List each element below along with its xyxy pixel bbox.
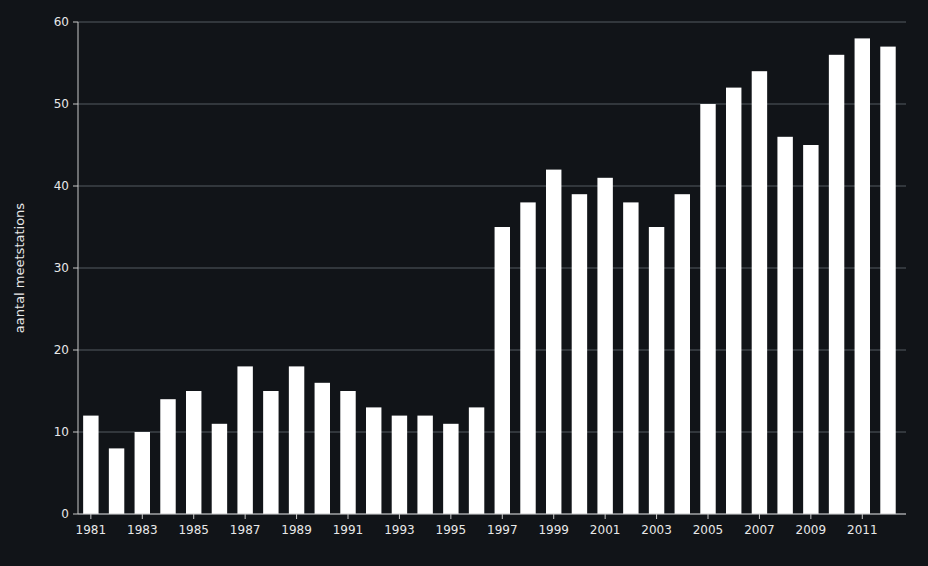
x-tick: [759, 514, 760, 519]
bar: [675, 194, 690, 514]
x-tick: [245, 514, 246, 519]
x-tick-label: 2001: [590, 523, 621, 537]
bar: [83, 416, 98, 514]
x-tick: [193, 514, 194, 519]
bar: [803, 145, 818, 514]
bar: [212, 424, 227, 514]
bar: [623, 202, 638, 514]
x-tick: [810, 514, 811, 519]
x-tick-label: 1999: [538, 523, 569, 537]
bar: [109, 448, 124, 514]
bars: [83, 38, 896, 514]
x-tick: [708, 514, 709, 519]
x-tick: [862, 514, 863, 519]
grid: [78, 22, 906, 514]
x-tick: [348, 514, 349, 519]
grid-line: [78, 22, 906, 23]
bar: [777, 137, 792, 514]
bar: [546, 170, 561, 514]
bar: [340, 391, 355, 514]
bar: [829, 55, 844, 514]
x-tick: [450, 514, 451, 519]
x-tick: [90, 514, 91, 519]
x-tick: [553, 514, 554, 519]
x-tick-label: 1995: [436, 523, 467, 537]
y-tick-label: 0: [61, 507, 69, 521]
chart-container: 0 10 20 30 40 50 60 1981 1983 1985 1987 1989 1991 199…: [0, 0, 928, 566]
x-tick-label: 1987: [230, 523, 261, 537]
x-tick-label: 1989: [281, 523, 312, 537]
bar: [392, 416, 407, 514]
x-tick: [502, 514, 503, 519]
x-tick-label: 2005: [693, 523, 724, 537]
y-tick: [73, 22, 78, 23]
bar: [469, 407, 484, 514]
y-tick-label: 60: [54, 15, 69, 29]
bar: [443, 424, 458, 514]
y-tick-label: 20: [54, 343, 69, 357]
bar: [495, 227, 510, 514]
y-tick-label: 40: [54, 179, 69, 193]
bar: [263, 391, 278, 514]
y-tick: [73, 350, 78, 351]
y-tick-label: 10: [54, 425, 69, 439]
x-tick: [399, 514, 400, 519]
bar: [315, 383, 330, 514]
x-tick: [605, 514, 606, 519]
x-tick-label: 1993: [384, 523, 415, 537]
x-tick-label: 1981: [76, 523, 107, 537]
bar: [572, 194, 587, 514]
bar: [520, 202, 535, 514]
x-tick-label: 1991: [333, 523, 364, 537]
bar: [417, 416, 432, 514]
bar: [855, 38, 870, 514]
bar: [160, 399, 175, 514]
background: [0, 0, 928, 566]
x-tick-label: 1997: [487, 523, 518, 537]
y-tick-label: 30: [54, 261, 69, 275]
grid-line: [78, 104, 906, 105]
x-tick-label: 2007: [744, 523, 775, 537]
x-tick-label: 2003: [641, 523, 672, 537]
bar: [135, 432, 150, 514]
x-tick-label: 2009: [796, 523, 827, 537]
y-tick: [73, 104, 78, 105]
bar: [237, 366, 252, 514]
bar: [649, 227, 664, 514]
x-tick: [296, 514, 297, 519]
axes: 0 10 20 30 40 50 60 1981 1983 1985 1987 1989 1991 199…: [54, 15, 906, 538]
bar: [366, 407, 381, 514]
y-tick: [73, 514, 78, 515]
bar: [880, 47, 895, 514]
y-tick: [73, 186, 78, 187]
x-tick-label: 1985: [178, 523, 209, 537]
bar: [186, 391, 201, 514]
y-tick: [73, 432, 78, 433]
chart: 0 10 20 30 40 50 60 1981 1983 1985 1987 1989 1991 199…: [0, 0, 928, 566]
bar: [752, 71, 767, 514]
x-tick: [656, 514, 657, 519]
y-tick: [73, 268, 78, 269]
y-axis-label: aantal meetstations: [12, 203, 27, 333]
x-tick: [142, 514, 143, 519]
x-tick-label: 1983: [127, 523, 158, 537]
x-tick-label: 2011: [847, 523, 878, 537]
bar: [597, 178, 612, 514]
bar: [289, 366, 304, 514]
x-axis-line: [78, 514, 906, 515]
bar: [700, 104, 715, 514]
grid-line: [78, 514, 906, 515]
bar: [726, 88, 741, 514]
y-tick-label: 50: [54, 97, 69, 111]
